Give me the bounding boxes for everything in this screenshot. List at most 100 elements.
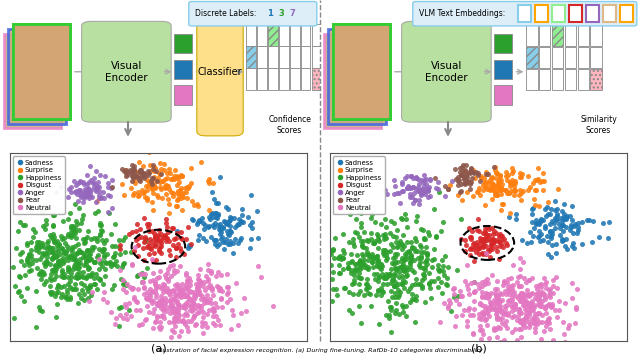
Point (222, 220, 232, 226)
Point (385, 304, 396, 310)
Bar (279, 47, 289, 68)
Point (353, 303, 364, 309)
Point (65, 278, 75, 284)
Point (534, 222, 545, 227)
Point (568, 245, 579, 251)
Point (109, 253, 119, 259)
Point (189, 322, 200, 328)
Point (114, 244, 124, 250)
Point (483, 291, 493, 297)
Point (518, 322, 529, 328)
Point (497, 310, 508, 316)
Point (57, 269, 67, 275)
Point (26, 239, 36, 244)
Point (193, 276, 204, 282)
Point (491, 190, 501, 196)
Point (362, 266, 372, 271)
Point (327, 247, 337, 253)
Point (39, 261, 49, 266)
Point (502, 276, 513, 282)
Point (569, 223, 579, 229)
Point (529, 305, 539, 310)
Point (65, 274, 76, 280)
Point (151, 285, 161, 290)
Point (534, 228, 545, 234)
Bar (564, 47, 576, 68)
Point (223, 241, 233, 247)
Point (468, 170, 478, 175)
Point (492, 300, 502, 305)
Point (466, 166, 476, 172)
Point (444, 186, 454, 192)
Point (51, 189, 61, 195)
Point (388, 261, 399, 267)
Point (388, 255, 398, 261)
Point (339, 285, 349, 291)
Point (443, 303, 453, 309)
Point (541, 303, 551, 308)
Point (407, 245, 417, 251)
Point (150, 282, 160, 287)
Point (438, 272, 449, 278)
Point (399, 279, 410, 285)
Point (68, 223, 78, 229)
Point (118, 281, 128, 286)
Point (98, 189, 108, 195)
Point (47, 249, 57, 255)
Bar (174, 60, 192, 80)
Point (355, 288, 365, 294)
Point (104, 211, 115, 216)
Point (538, 217, 548, 223)
Point (241, 308, 251, 314)
Point (204, 176, 214, 181)
Point (374, 260, 384, 266)
Point (545, 288, 555, 293)
Point (0, 265, 8, 271)
Point (417, 283, 427, 289)
Point (143, 244, 154, 249)
Point (402, 272, 412, 278)
Point (468, 246, 478, 251)
Point (507, 170, 517, 176)
Point (515, 273, 525, 279)
Point (481, 237, 492, 243)
Point (193, 218, 204, 223)
Point (397, 302, 407, 308)
Point (356, 211, 366, 216)
Point (134, 322, 144, 328)
Point (483, 291, 493, 297)
Point (177, 285, 187, 291)
Point (127, 286, 137, 292)
Point (58, 235, 68, 241)
Point (46, 272, 56, 277)
Point (216, 229, 226, 235)
Point (486, 301, 496, 306)
Point (150, 185, 160, 191)
Point (134, 193, 144, 198)
Point (182, 286, 192, 292)
Point (417, 179, 428, 185)
Point (160, 287, 170, 293)
Point (14, 288, 24, 294)
Point (405, 194, 415, 200)
Point (216, 296, 227, 302)
Point (83, 265, 93, 271)
Point (196, 303, 206, 308)
Point (494, 178, 504, 183)
Point (363, 264, 373, 270)
Point (449, 294, 459, 300)
Point (557, 237, 568, 243)
Point (209, 196, 219, 202)
Point (62, 254, 72, 260)
Point (171, 245, 181, 251)
Bar (246, 24, 256, 46)
Point (69, 263, 79, 268)
Point (367, 251, 378, 257)
Point (56, 294, 66, 300)
Point (40, 263, 50, 269)
Point (195, 283, 205, 289)
Point (177, 173, 187, 179)
Point (63, 217, 73, 222)
Point (24, 262, 34, 268)
Point (411, 175, 421, 181)
